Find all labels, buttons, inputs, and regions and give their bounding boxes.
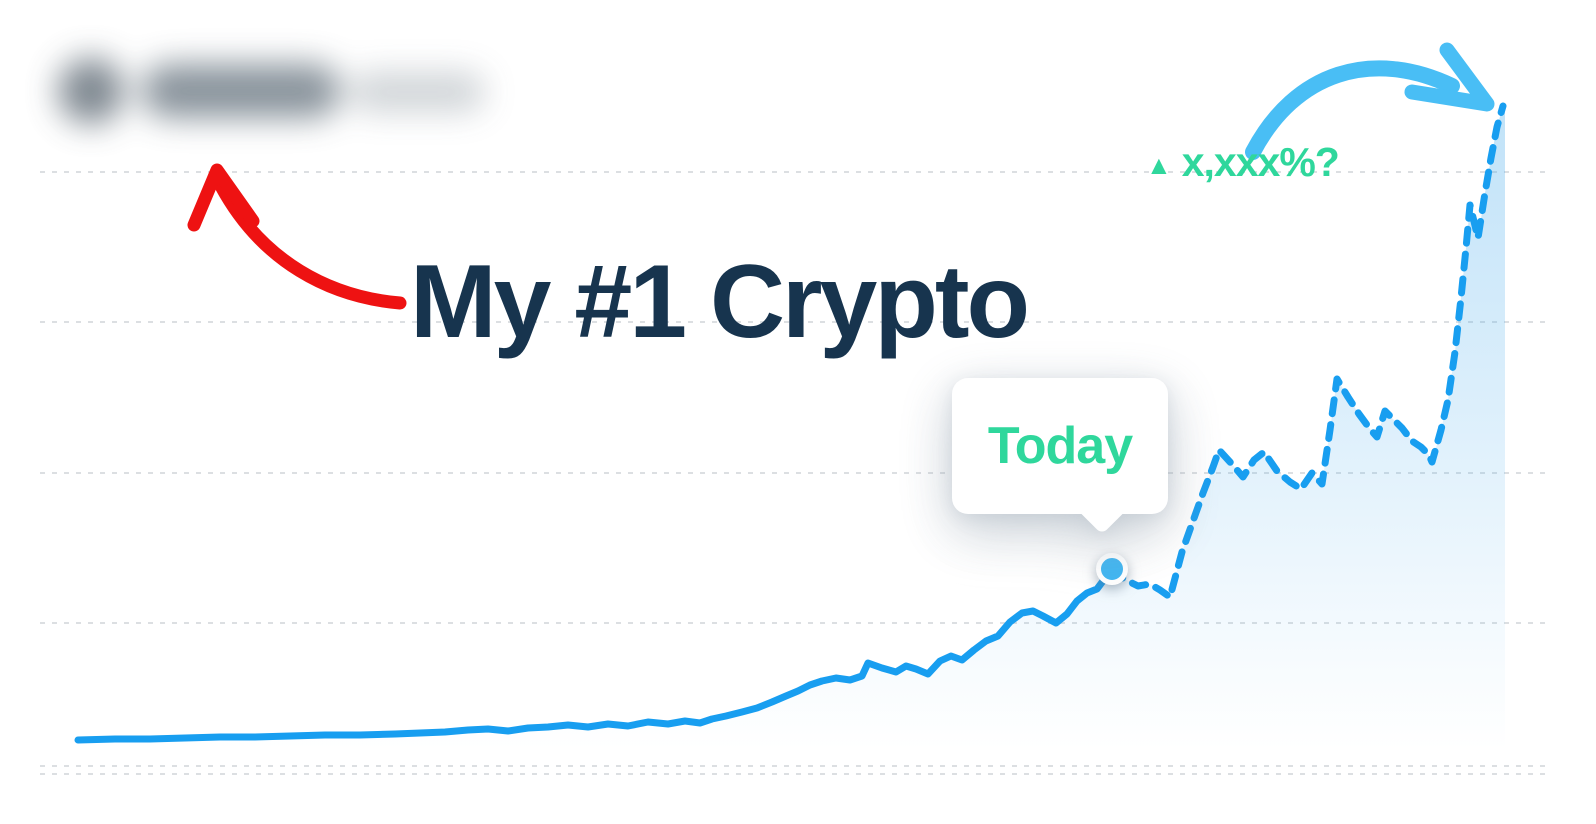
up-triangle-icon: ▲ xyxy=(1146,149,1172,180)
blurred-logo-text-2 xyxy=(350,72,485,112)
blurred-logo-text xyxy=(142,64,340,118)
gain-label: ▲ x,xxx%? xyxy=(1146,139,1340,185)
projection-line xyxy=(1108,102,1507,601)
chart-generated-layer xyxy=(40,102,1552,775)
blue-arrow-icon xyxy=(1245,42,1495,160)
history-line xyxy=(74,565,1116,744)
tooltip-box: Today xyxy=(952,378,1168,514)
tooltip-label: Today xyxy=(987,417,1133,475)
today-tooltip: Today xyxy=(952,378,1168,535)
red-arrow-icon xyxy=(187,163,407,310)
headline: My #1 Crypto xyxy=(410,244,1030,360)
blurred-logo-mark xyxy=(58,58,124,124)
today-marker-dot xyxy=(1096,553,1128,585)
gain-text: x,xxx%? xyxy=(1181,139,1340,185)
blurred-logo xyxy=(28,30,498,160)
area-fill xyxy=(78,106,1505,766)
